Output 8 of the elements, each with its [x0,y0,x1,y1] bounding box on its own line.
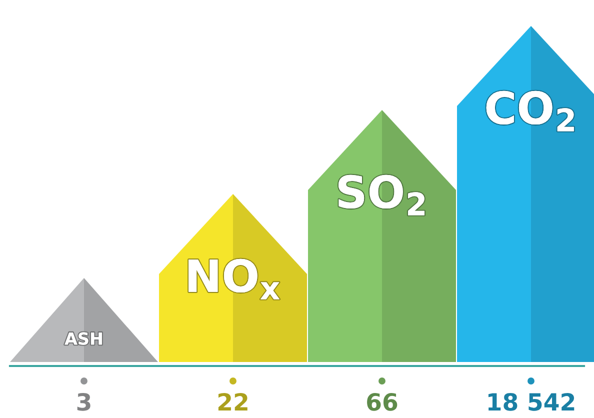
data-label: 3 [77,392,90,411]
category-label: NO$_{x}$ [188,258,280,300]
category-label: SO$_{2}$ [338,174,424,216]
category-label: ASH [64,332,102,345]
data-label: 66 [367,393,398,411]
data-label: 22 [218,392,248,411]
data-label: 18 542 [488,392,574,411]
category-label: CO$_{2}$ [486,90,574,132]
